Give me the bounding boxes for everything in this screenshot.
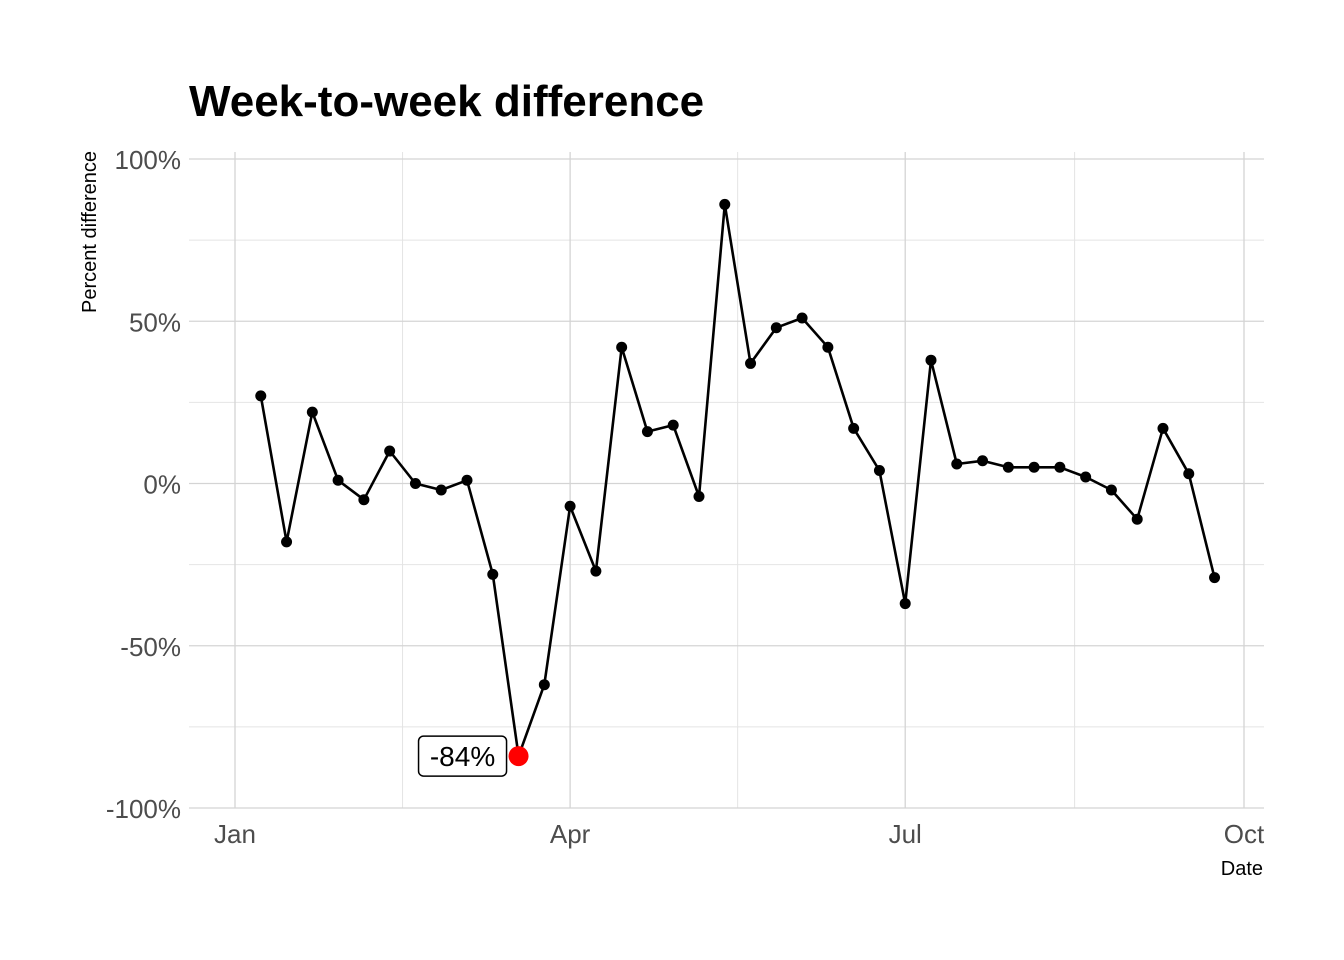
data-point	[899, 598, 911, 610]
highlight-point	[508, 746, 529, 767]
data-point	[538, 679, 550, 691]
y-tick-label: -50%	[120, 632, 181, 662]
data-points	[255, 198, 1221, 762]
x-tick-label: Apr	[550, 819, 591, 849]
annotation-label: -84%	[430, 741, 495, 772]
data-point	[409, 478, 421, 489]
data-point	[306, 406, 318, 418]
chart-title: Week-to-week difference	[189, 77, 704, 126]
x-tick-labels: Jan Apr Jul Oct	[214, 819, 1265, 849]
data-point	[1002, 461, 1014, 473]
data-point	[281, 536, 293, 548]
data-point	[1209, 572, 1221, 584]
x-tick-label: Jul	[889, 819, 922, 849]
data-point	[1131, 513, 1143, 525]
annotation-box	[417, 735, 508, 777]
annotation-group: -84%	[417, 735, 529, 777]
data-point	[770, 322, 782, 334]
data-point	[332, 474, 344, 486]
data-point	[641, 426, 653, 438]
x-tick-label: Jan	[214, 819, 256, 849]
data-point	[255, 390, 267, 402]
data-point	[796, 312, 808, 324]
data-point	[384, 445, 396, 457]
data-point	[616, 341, 628, 353]
data-point	[719, 198, 731, 210]
y-tick-label: 100%	[115, 145, 182, 175]
data-point	[977, 455, 989, 467]
data-point	[358, 494, 370, 506]
y-tick-label: -100%	[106, 794, 181, 824]
data-point	[564, 500, 576, 512]
minor-gridlines	[189, 152, 1264, 808]
data-point	[435, 484, 447, 496]
y-axis-title: Percent difference	[79, 151, 101, 313]
data-point	[745, 357, 757, 369]
y-tick-label: 0%	[143, 470, 181, 500]
y-tick-labels: 100% 50% 0% -50% -100%	[106, 145, 181, 824]
major-gridlines	[189, 152, 1264, 809]
data-point	[487, 568, 499, 580]
data-point	[693, 490, 705, 502]
data-point	[848, 422, 860, 434]
data-point	[873, 465, 885, 477]
data-point	[667, 419, 679, 431]
data-point	[1054, 461, 1066, 473]
data-point	[1080, 471, 1092, 483]
data-point	[1105, 484, 1117, 496]
data-point	[951, 458, 963, 470]
y-tick-label: 50%	[129, 307, 181, 337]
data-point	[1028, 461, 1040, 473]
data-point	[461, 474, 473, 486]
data-point	[925, 354, 937, 366]
data-point	[822, 341, 834, 353]
data-point	[590, 565, 602, 577]
data-point	[1157, 422, 1169, 434]
x-axis-title: Date	[1221, 858, 1263, 880]
x-tick-label: Oct	[1224, 819, 1265, 849]
data-point	[1183, 468, 1195, 480]
